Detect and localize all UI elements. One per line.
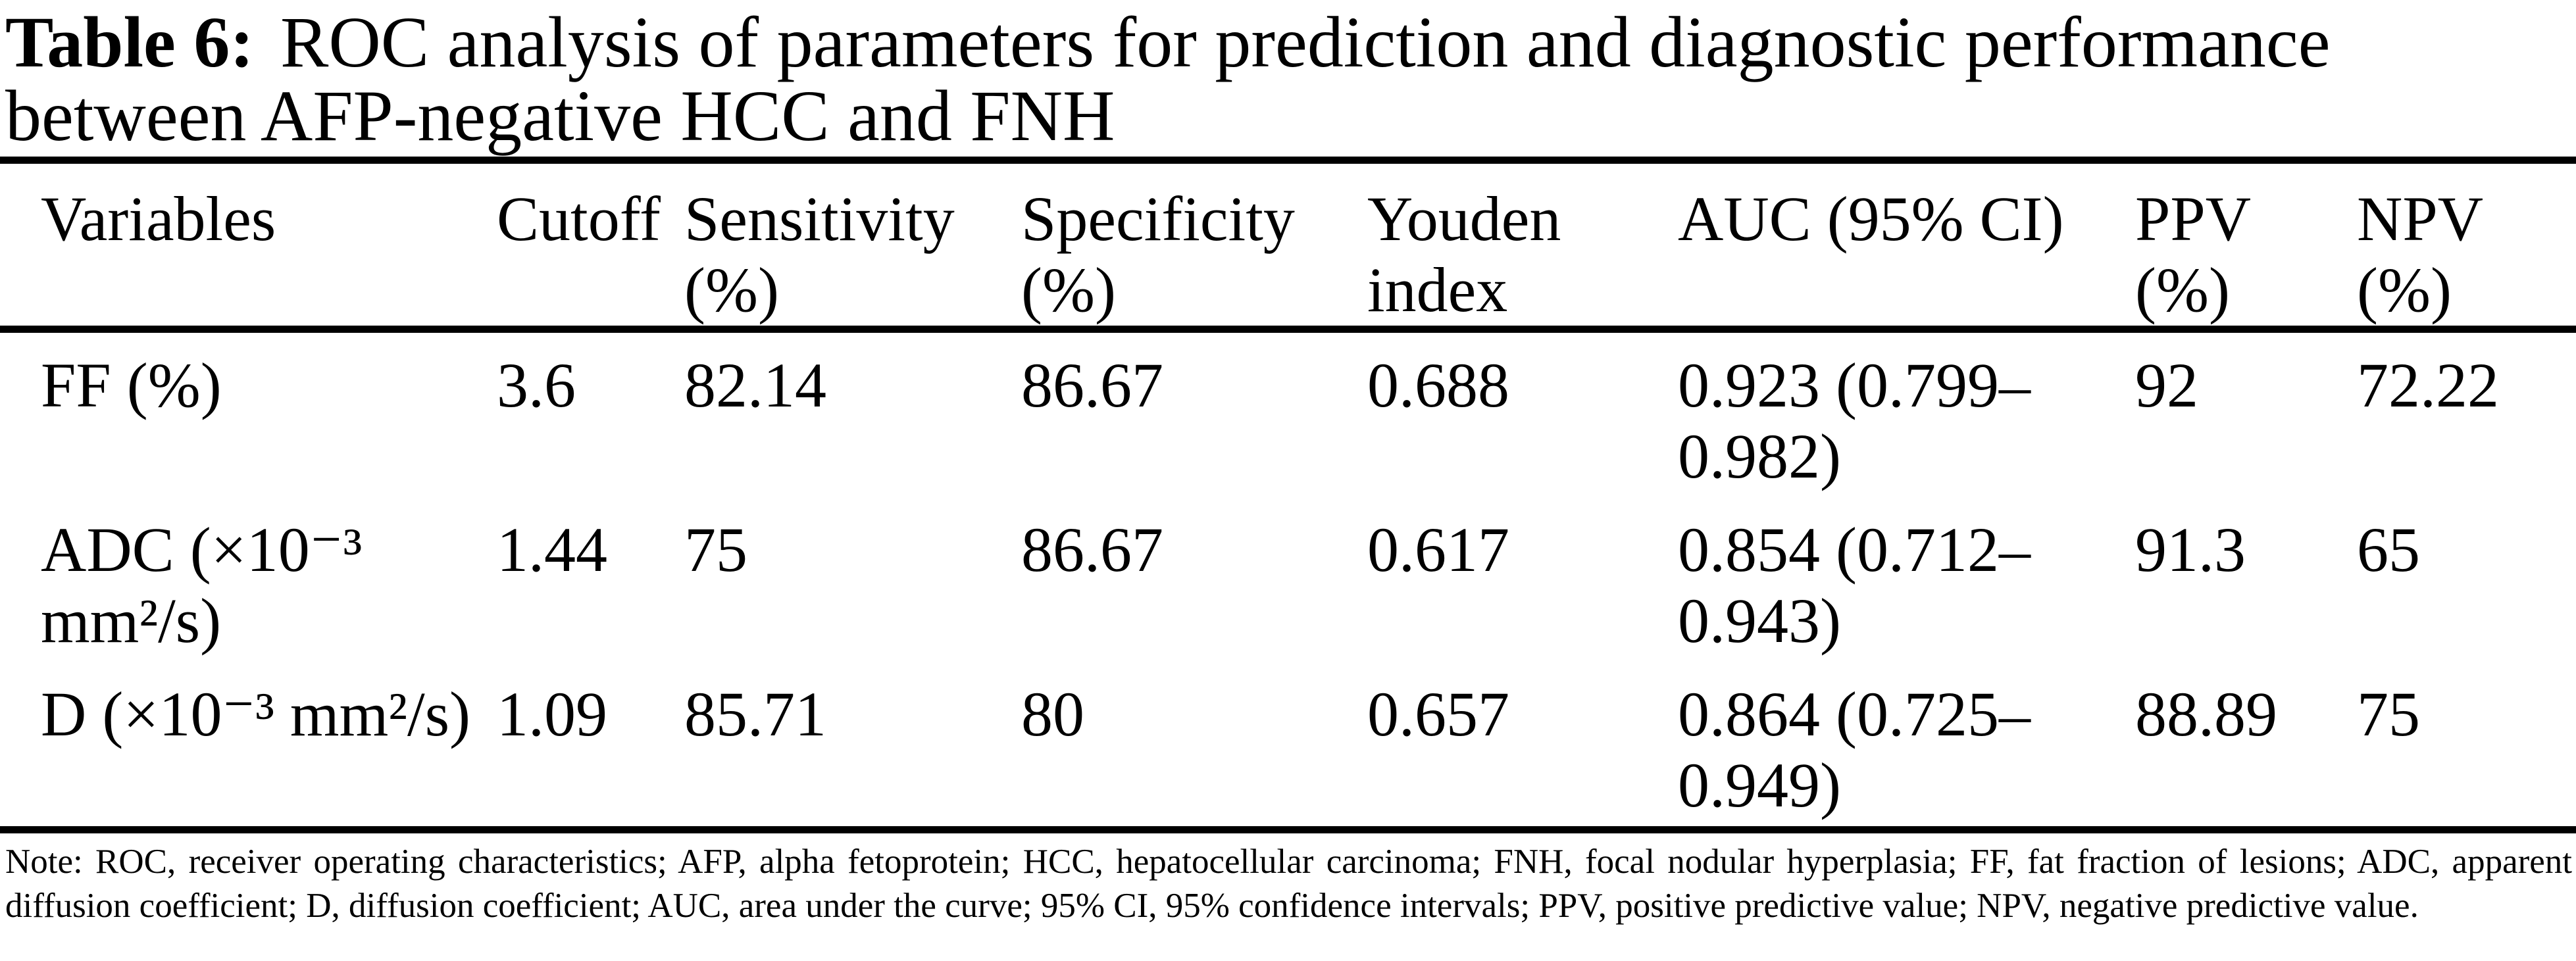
cell-sensitivity: 85.71: [684, 679, 826, 749]
table-caption-text: ROC analysis of parameters for predictio…: [5, 2, 2331, 156]
column-header-variables: Variables: [41, 184, 276, 254]
cell-sensitivity: 75: [684, 514, 747, 585]
cell-npv: 75: [2357, 679, 2420, 749]
cell-cutoff: 1.09: [497, 679, 607, 749]
column-header-sensitivity: Sensitivity (%): [684, 184, 955, 325]
cell-ppv: 91.3: [2135, 514, 2246, 585]
cell-ppv: 92: [2135, 350, 2198, 420]
header-row: Variables Cutoff Sensitivity (%) Specifi…: [0, 160, 2576, 330]
cell-variable: FF (%): [41, 350, 222, 420]
cell-npv: 65: [2357, 514, 2420, 585]
column-header-npv: NPV (%): [2357, 184, 2484, 325]
column-header-auc: AUC (95% CI): [1678, 184, 2064, 254]
table-row-adc: ADC (×10⁻³ mm²/s) 1.44 75 86.67 0.617 0.…: [0, 497, 2576, 662]
cell-auc: 0.854 (0.712– 0.943): [1678, 514, 2031, 656]
cell-variable: ADC (×10⁻³ mm²/s): [41, 514, 363, 656]
table-caption: Table 6: ROC analysis of parameters for p…: [0, 0, 2576, 153]
cell-specificity: 86.67: [1021, 514, 1163, 585]
cell-auc: 0.923 (0.799– 0.982): [1678, 350, 2031, 491]
column-header-cutoff: Cutoff: [497, 184, 661, 254]
table-note: Note: ROC, receiver operating characteri…: [5, 843, 2572, 925]
table-row-d: D (×10⁻³ mm²/s) 1.09 85.71 80 0.657 0.86…: [0, 662, 2576, 830]
table-caption-label: Table 6:: [5, 2, 254, 82]
column-header-youden-index: Youden index: [1367, 184, 1561, 325]
cell-youden: 0.688: [1367, 350, 1509, 420]
cell-cutoff: 1.44: [497, 514, 607, 585]
cell-specificity: 86.67: [1021, 350, 1163, 420]
cell-sensitivity: 82.14: [684, 350, 826, 420]
table-row-ff: FF (%) 3.6 82.14 86.67 0.688 0.923 (0.79…: [0, 330, 2576, 498]
cell-variable: D (×10⁻³ mm²/s): [41, 679, 471, 749]
column-header-specificity: Specificity (%): [1021, 184, 1295, 325]
cell-ppv: 88.89: [2135, 679, 2277, 749]
cell-npv: 72.22: [2357, 350, 2499, 420]
column-header-ppv: PPV (%): [2135, 184, 2252, 325]
cell-auc: 0.864 (0.725– 0.949): [1678, 679, 2031, 820]
roc-analysis-table: Variables Cutoff Sensitivity (%) Specifi…: [0, 157, 2576, 833]
cell-specificity: 80: [1021, 679, 1084, 749]
cell-youden: 0.617: [1367, 514, 1509, 585]
cell-cutoff: 3.6: [497, 350, 576, 420]
cell-youden: 0.657: [1367, 679, 1509, 749]
